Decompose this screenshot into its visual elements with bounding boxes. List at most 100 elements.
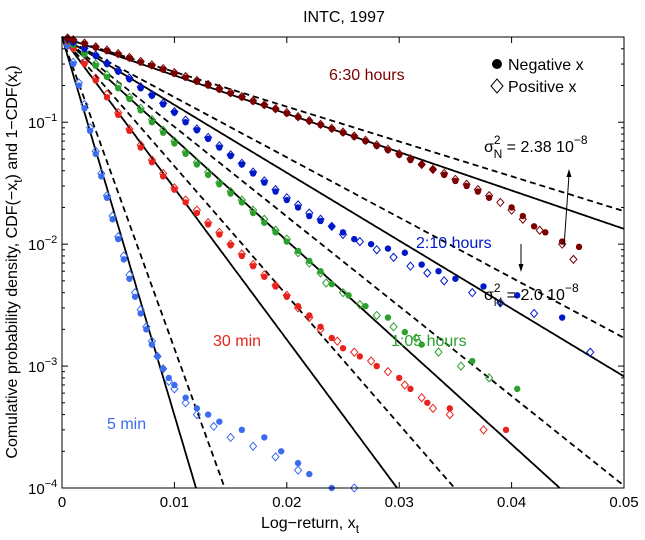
negative-point: [86, 127, 94, 135]
positive-point: [181, 398, 190, 408]
positive-point: [569, 254, 578, 265]
negative-point: [261, 219, 268, 226]
negative-point: [480, 283, 487, 290]
negative-point: [137, 107, 144, 114]
negative-point: [272, 188, 279, 195]
negative-point: [137, 310, 144, 317]
negative-point: [103, 73, 111, 81]
negative-point: [159, 66, 167, 73]
series-label-1-05-hours: 1:05 hours: [391, 333, 467, 350]
positive-point: [338, 287, 348, 298]
negative-point: [261, 179, 268, 186]
positive-point: [372, 310, 381, 321]
negative-point: [429, 166, 437, 173]
negative-point: [171, 109, 178, 116]
x-axis-ticks: 0 0.01 0.02 0.03 0.04 0.05: [58, 37, 639, 511]
positive-point: [586, 347, 595, 357]
negative-point: [283, 110, 290, 117]
negative-point: [165, 374, 172, 382]
negative-point: [452, 275, 459, 282]
negative-point: [367, 240, 375, 248]
negative-point: [339, 345, 347, 352]
negative-point: [384, 245, 392, 252]
negative-point: [193, 78, 201, 85]
negative-point: [328, 334, 335, 342]
annotation-sigma-20: σ2 N = 2.0 10−8: [484, 244, 579, 309]
negative-point: [440, 171, 448, 179]
negative-point: [103, 194, 111, 201]
negative-point: [306, 312, 313, 319]
positive-point: [468, 287, 477, 298]
negative-point: [396, 151, 403, 159]
negative-point: [418, 161, 425, 168]
negative-point: [294, 204, 302, 211]
negative-point: [396, 374, 403, 382]
negative-point: [171, 186, 178, 193]
negative-point: [272, 105, 279, 113]
negative-point: [272, 229, 279, 236]
negative-point: [317, 323, 324, 330]
negative-point: [373, 142, 380, 150]
negative-point: [115, 51, 122, 58]
negative-point: [407, 156, 414, 164]
positive-point: [350, 483, 359, 493]
chart-title: INTC, 1997: [303, 9, 385, 26]
negative-point: [356, 353, 364, 360]
negative-point: [261, 273, 268, 280]
negative-point: [514, 385, 521, 393]
negative-point: [204, 82, 212, 89]
negative-point: [463, 182, 470, 190]
positive-point: [333, 336, 342, 346]
negative-point: [558, 314, 566, 321]
negative-point: [261, 434, 268, 441]
negative-point: [216, 231, 223, 238]
negative-point: [70, 60, 77, 68]
negative-point: [401, 328, 409, 336]
negative-point: [159, 129, 167, 136]
negative-point: [238, 426, 246, 434]
negative-point: [92, 77, 99, 84]
negative-point: [339, 129, 347, 136]
positive-point: [355, 236, 365, 247]
negative-point: [283, 238, 290, 245]
negative-point: [159, 101, 167, 108]
negative-point: [70, 37, 77, 44]
negative-point: [261, 101, 268, 109]
negative-point: [317, 267, 324, 275]
x-tick-label: 0.01: [160, 494, 189, 511]
negative-point: [373, 362, 380, 370]
negative-point: [351, 235, 358, 243]
negative-point: [249, 98, 257, 105]
positive-point: [439, 276, 449, 286]
series-label-30-min: 30 min: [213, 333, 261, 350]
positive-point: [271, 452, 280, 462]
negative-point: [204, 221, 212, 228]
negative-point: [216, 144, 223, 151]
negative-point: [182, 119, 189, 126]
positive-point: [400, 380, 409, 390]
negative-point: [148, 92, 156, 99]
negative-point: [238, 94, 246, 101]
x-tick-label: 0.03: [385, 494, 414, 511]
negative-point: [384, 146, 392, 154]
negative-point: [575, 243, 583, 251]
negative-point: [148, 341, 156, 348]
negative-point: [64, 34, 71, 42]
positive-point: [248, 441, 258, 452]
dashed-fit-line: [61, 36, 226, 489]
negative-point: [137, 144, 144, 151]
negative-point: [249, 209, 257, 217]
negative-point: [126, 55, 133, 62]
svg-text:σ2N = 2.38 10−8: σ2 N = 2.38 10−8: [484, 133, 588, 161]
negative-point: [204, 135, 212, 143]
negative-point: [126, 95, 133, 103]
y-tick-label: 10−4: [28, 478, 57, 498]
data-points: [63, 33, 595, 493]
negative-point: [92, 52, 99, 60]
negative-point: [474, 188, 482, 195]
negative-point: [514, 292, 521, 299]
negative-point: [81, 60, 88, 68]
negative-point: [115, 68, 122, 75]
negative-point: [131, 293, 139, 300]
negative-point: [384, 314, 392, 321]
